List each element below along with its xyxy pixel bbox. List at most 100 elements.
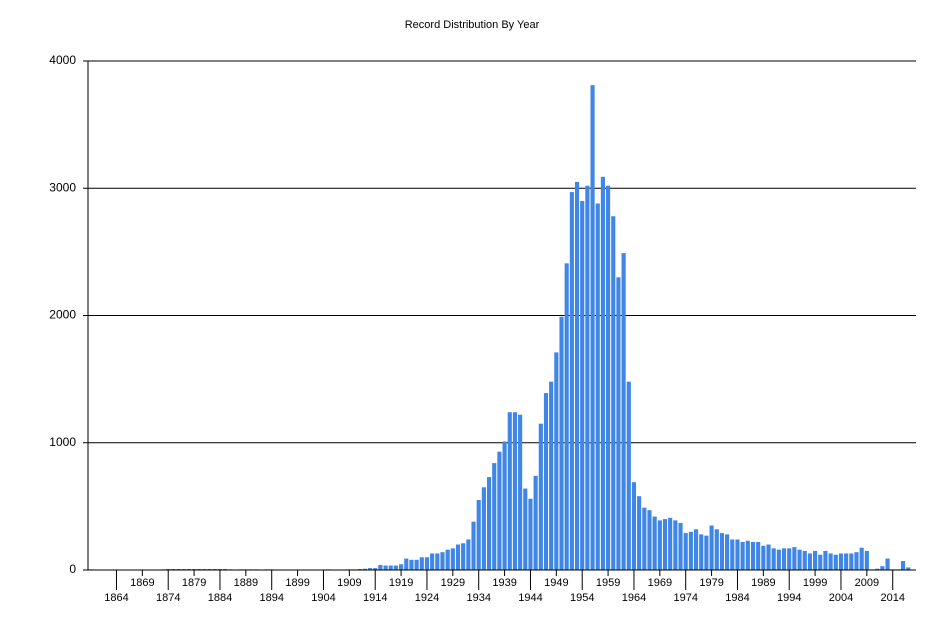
bar [223,568,228,570]
bar [404,558,409,570]
bar [600,176,605,571]
bar [461,543,466,570]
bar [719,533,725,570]
bar [662,519,668,570]
x-tick-label: 1944 [518,592,542,604]
bar [409,559,414,570]
bar [202,568,207,570]
bar [502,441,507,570]
bar [414,559,419,570]
x-tick-label: 2014 [880,592,904,604]
x-tick-label: 1979 [699,577,723,589]
bar [766,544,771,570]
bar [574,181,580,570]
bar [626,381,631,570]
bar [192,568,197,570]
x-tick-label: 1934 [466,592,490,604]
bar [492,463,497,570]
bar [616,277,621,570]
bar [854,552,859,570]
bar [637,496,642,570]
bar [792,547,797,570]
x-tick-label: 1889 [234,577,258,589]
x-tick-label: 1974 [673,592,697,604]
bar [507,412,512,570]
bar [554,352,559,570]
bar [714,529,719,570]
bar [450,548,455,570]
x-tick-label: 1884 [208,592,232,604]
bar [559,316,564,570]
bar [849,553,854,570]
bar [512,412,518,570]
bar [481,487,486,570]
bar [538,423,543,570]
bar [466,539,471,570]
bar [383,565,388,570]
bar [497,451,502,570]
bar [787,548,792,570]
bar [367,568,373,570]
bar [357,568,362,570]
x-tick-label: 1984 [725,592,749,604]
bar [683,533,688,570]
x-tick-label: 1879 [182,577,206,589]
bar [476,500,481,570]
bar [393,565,398,570]
bar [864,550,869,570]
x-tick-label: 2009 [855,577,879,589]
bar [885,558,890,570]
bar [595,203,600,570]
y-tick-label: 3000 [49,180,76,194]
bar [833,554,838,570]
x-tick-label: 1969 [648,577,672,589]
x-tick-label: 1939 [492,577,516,589]
bar [802,550,807,570]
bar [440,552,445,570]
bar [838,553,844,570]
bar [606,185,611,570]
bar [543,393,549,570]
bar [533,475,538,570]
bar [207,568,212,570]
x-tick-label: 1864 [104,592,128,604]
bar [549,381,554,570]
bar [471,521,476,570]
bar [688,531,693,570]
bar [435,553,440,570]
y-tick-label: 2000 [49,308,76,322]
bar [813,550,818,570]
x-tick-label: 1869 [130,577,154,589]
bar [445,549,450,570]
bar [781,548,787,570]
bar [378,564,383,570]
bar [197,568,202,570]
bar [171,568,176,570]
bar [424,557,430,570]
bar [455,544,461,570]
bar [362,568,367,570]
x-tick-label: 1994 [777,592,801,604]
bar [486,477,492,570]
bar [699,534,704,570]
x-tick-label: 1899 [285,577,309,589]
x-tick-label: 1919 [389,577,413,589]
bar [771,548,776,570]
bar [523,488,528,570]
bar [906,567,911,570]
bar [564,263,569,570]
bar [657,520,662,570]
bar [373,568,378,570]
bar [621,253,626,570]
bar [704,535,709,570]
bar [518,414,523,570]
bar [730,539,735,570]
bar [807,553,812,570]
bar [673,520,678,570]
x-tick-label: 1949 [544,577,568,589]
bar [725,534,730,570]
bar [585,185,590,570]
bar [652,516,657,570]
x-tick-label: 1894 [259,592,283,604]
